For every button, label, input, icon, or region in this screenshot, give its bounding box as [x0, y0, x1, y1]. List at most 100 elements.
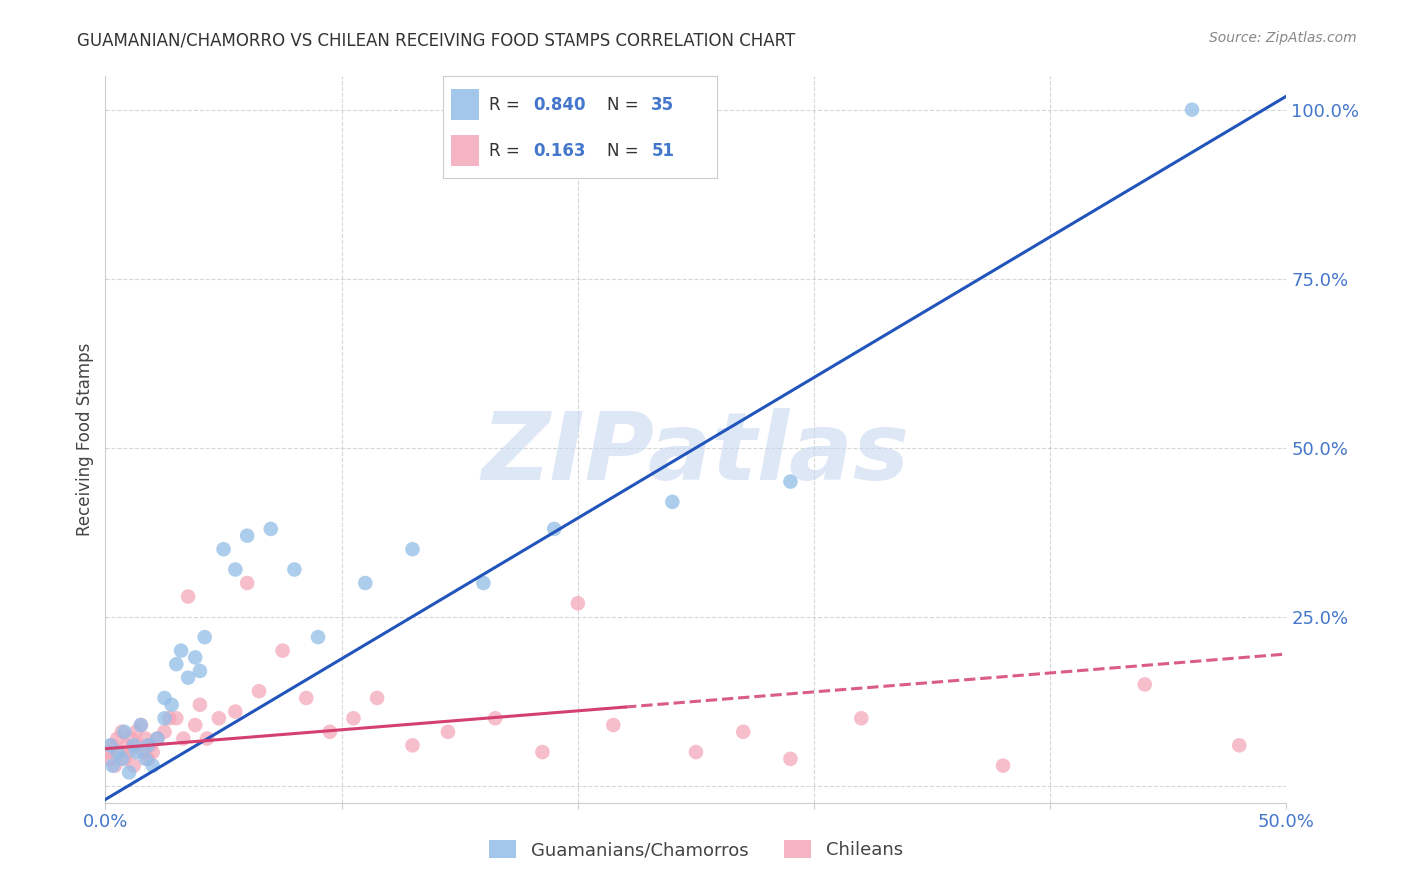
Point	[105, 745, 128, 759]
Point	[194, 630, 217, 644]
Text: 0.840: 0.840	[533, 95, 586, 113]
Point	[1133, 677, 1156, 691]
Point	[165, 657, 187, 672]
Point	[401, 542, 423, 557]
Point	[172, 731, 194, 746]
Point	[118, 765, 141, 780]
Point	[115, 739, 138, 753]
Point	[212, 542, 235, 557]
Text: R =: R =	[489, 142, 530, 160]
Point	[779, 475, 801, 489]
Bar	[451, 136, 478, 166]
Point	[437, 724, 460, 739]
Point	[366, 690, 388, 705]
Point	[177, 590, 200, 604]
Point	[224, 562, 246, 576]
Point	[101, 758, 124, 772]
Point	[1181, 103, 1204, 117]
Point	[733, 724, 755, 739]
Point	[135, 731, 157, 746]
Point	[851, 711, 873, 725]
Point	[132, 745, 155, 759]
Point	[125, 724, 148, 739]
Point	[142, 758, 165, 772]
Point	[108, 745, 131, 759]
Point	[188, 664, 211, 678]
Text: ZIPatlas: ZIPatlas	[482, 408, 910, 500]
Point	[484, 711, 506, 725]
Point	[153, 724, 176, 739]
Point	[184, 718, 207, 732]
Y-axis label: Receiving Food Stamps: Receiving Food Stamps	[76, 343, 94, 536]
Point	[112, 724, 135, 739]
Point	[307, 630, 329, 644]
Bar	[451, 89, 478, 120]
Point	[531, 745, 554, 759]
Text: 51: 51	[651, 142, 675, 160]
Point	[128, 739, 150, 753]
Point	[567, 596, 589, 610]
Point	[101, 739, 124, 753]
Point	[208, 711, 231, 725]
Point	[160, 698, 183, 712]
Point	[991, 758, 1014, 772]
Point	[118, 745, 141, 759]
Point	[120, 731, 142, 746]
Point	[111, 724, 134, 739]
Point	[177, 671, 200, 685]
Point	[98, 752, 121, 766]
Text: R =: R =	[489, 95, 526, 113]
Point	[319, 724, 342, 739]
Point	[354, 576, 377, 591]
Point	[146, 731, 169, 746]
Point	[271, 643, 294, 657]
Point	[224, 705, 246, 719]
Point	[136, 739, 159, 753]
Point	[135, 752, 157, 766]
Legend: Guamanians/Chamorros, Chileans: Guamanians/Chamorros, Chileans	[482, 832, 910, 866]
Point	[129, 718, 152, 732]
Point	[111, 752, 134, 766]
Point	[142, 745, 165, 759]
Point	[98, 739, 121, 753]
Text: GUAMANIAN/CHAMORRO VS CHILEAN RECEIVING FOOD STAMPS CORRELATION CHART: GUAMANIAN/CHAMORRO VS CHILEAN RECEIVING …	[77, 31, 796, 49]
Point	[153, 711, 176, 725]
Point	[97, 745, 120, 759]
Point	[153, 690, 176, 705]
Point	[165, 711, 187, 725]
Point	[661, 495, 683, 509]
Point	[685, 745, 707, 759]
Point	[105, 731, 128, 746]
Point	[342, 711, 364, 725]
Point	[112, 752, 135, 766]
Point	[184, 650, 207, 665]
Point	[146, 731, 169, 746]
Point	[260, 522, 283, 536]
Text: Source: ZipAtlas.com: Source: ZipAtlas.com	[1209, 31, 1357, 45]
Point	[472, 576, 495, 591]
Point	[136, 752, 159, 766]
Point	[139, 739, 162, 753]
Point	[401, 739, 423, 753]
Point	[195, 731, 218, 746]
Point	[236, 576, 259, 591]
Point	[122, 758, 145, 772]
Text: N =: N =	[607, 142, 644, 160]
Point	[543, 522, 565, 536]
Point	[125, 745, 148, 759]
Point	[188, 698, 211, 712]
Point	[236, 529, 259, 543]
Point	[170, 643, 193, 657]
Text: 0.163: 0.163	[533, 142, 586, 160]
Point	[1227, 739, 1250, 753]
Text: 35: 35	[651, 95, 675, 113]
Point	[157, 711, 180, 725]
Point	[122, 739, 145, 753]
Point	[295, 690, 318, 705]
Point	[129, 718, 152, 732]
Point	[602, 718, 624, 732]
Point	[247, 684, 270, 698]
Point	[104, 758, 127, 772]
Point	[779, 752, 801, 766]
Text: N =: N =	[607, 95, 644, 113]
